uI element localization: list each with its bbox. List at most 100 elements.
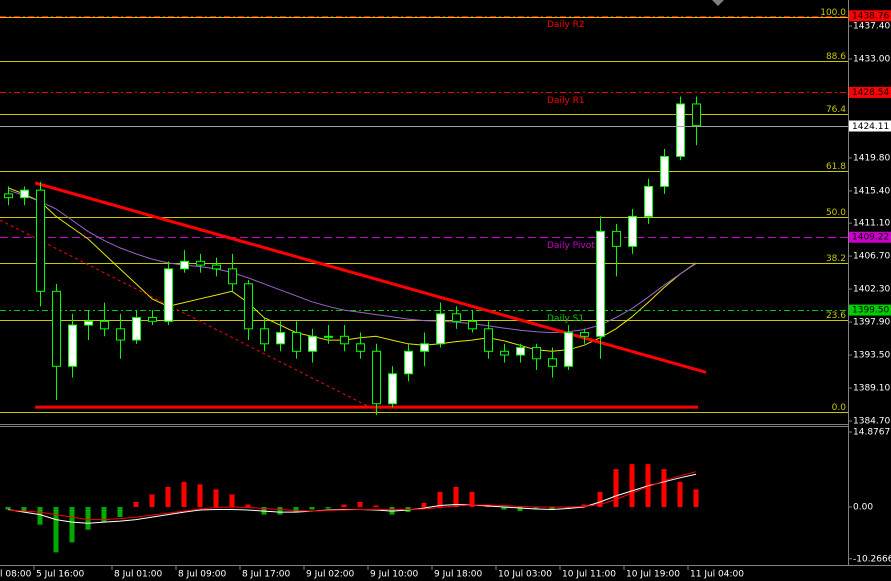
pivot-label: Daily R2: [547, 20, 585, 30]
candle-body: [228, 268, 237, 285]
fib-label: 88.6: [826, 52, 846, 62]
moving-average: [7, 187, 697, 352]
candle-body: [580, 332, 589, 337]
histogram-bar: [453, 486, 459, 508]
x-tick-label: 8 Jul 17:00: [242, 570, 291, 580]
candle-body: [596, 230, 605, 337]
x-tick-label: 9 Jul 18:00: [434, 570, 483, 580]
histogram-bar: [149, 494, 155, 508]
y-tick-label: 1402.30: [853, 285, 890, 295]
candle-body: [404, 350, 413, 375]
histogram-bar: [133, 501, 139, 508]
price-tag: [849, 86, 891, 98]
y-tick-label: 1419.80: [853, 153, 890, 163]
histogram-bar: [517, 507, 523, 512]
y-tick-label: 1393.50: [853, 351, 890, 361]
histogram-bar: [357, 501, 363, 508]
candle-body: [132, 317, 141, 341]
price-tag-label: 1438.76: [852, 11, 889, 21]
y-tick-label: 1397.90: [853, 318, 890, 328]
histogram-bar: [469, 491, 475, 508]
histogram-bar: [677, 481, 683, 508]
candle-body: [356, 343, 365, 352]
histogram-bar: [597, 491, 603, 508]
candle-body: [516, 347, 525, 356]
fib-label: 61.8: [826, 162, 846, 172]
histogram-bar: [421, 502, 427, 508]
histogram-bar: [341, 504, 347, 508]
pivot-label: Daily R1: [547, 96, 585, 106]
scroll-marker: [712, 0, 724, 6]
histogram-bar: [325, 507, 331, 509]
candle-body: [100, 320, 109, 330]
candle-body: [452, 313, 461, 322]
histogram-bar: [5, 507, 11, 510]
fib-label: 50.0: [826, 208, 846, 218]
candle-body: [4, 193, 13, 199]
histogram-bar: [277, 507, 283, 515]
price-tag: [849, 120, 891, 132]
price-tag-label: 1399.50: [852, 306, 889, 316]
x-tick-label: 11 Jul 04:00: [690, 570, 744, 580]
candle-body: [308, 335, 317, 352]
histogram-bar: [581, 504, 587, 508]
candle-body: [644, 185, 653, 217]
candle-body: [628, 215, 637, 247]
histogram-bar: [629, 464, 635, 508]
candle-body: [52, 290, 61, 367]
fib-label: 76.4: [826, 105, 846, 115]
x-tick-label: l 08:00: [0, 570, 32, 580]
histogram-bar: [213, 489, 219, 508]
histogram-bar: [181, 481, 187, 508]
candle-body: [676, 103, 685, 157]
candle-body: [500, 350, 509, 356]
y-tick-label: 0.00: [853, 503, 873, 513]
histogram-bar: [533, 507, 539, 509]
candle-body: [196, 260, 205, 266]
histogram-bar: [197, 484, 203, 508]
fib-label: 23.6: [826, 311, 846, 321]
histogram-bar: [661, 469, 667, 508]
histogram-bar: [85, 507, 91, 530]
y-tick-label: 1406.70: [853, 252, 890, 262]
candle-body: [484, 328, 493, 352]
price-tag: [849, 10, 891, 22]
y-tick-label: 1389.10: [853, 384, 890, 394]
histogram-bar: [69, 507, 75, 543]
y-tick-label: -10.2666: [853, 554, 891, 564]
candle-body: [276, 332, 285, 345]
pivot-label: Daily S1: [547, 314, 584, 324]
x-tick-label: 9 Jul 02:00: [306, 570, 355, 580]
candle-body: [548, 358, 557, 367]
x-tick-label: 5 Jul 16:00: [36, 570, 85, 580]
candle-body: [116, 328, 125, 341]
histogram-bar: [101, 507, 107, 523]
fib-label: 38.2: [826, 254, 846, 264]
candle-body: [564, 332, 573, 367]
candle-body: [372, 350, 381, 405]
candle-body: [244, 283, 253, 330]
x-tick-label: 9 Jul 10:00: [370, 570, 419, 580]
candle-body: [148, 317, 157, 322]
indicator-line: [7, 471, 697, 521]
candle-body: [612, 230, 621, 247]
candle-body: [436, 313, 445, 345]
candle-body: [420, 343, 429, 352]
candle-body: [468, 320, 477, 330]
price-tag-label: 1424.11: [852, 122, 889, 132]
histogram-bar: [437, 491, 443, 508]
x-tick-label: 10 Jul 03:00: [498, 570, 552, 580]
fib-label: 0.0: [832, 403, 847, 413]
histogram-bar: [53, 507, 59, 553]
y-tick-label: 1411.10: [853, 219, 890, 229]
histogram-bar: [117, 507, 123, 518]
trendline: [0, 219, 379, 412]
candle-body: [212, 264, 221, 270]
histogram-bar: [245, 504, 251, 508]
histogram-bar: [565, 507, 571, 509]
price-tag: [849, 231, 891, 243]
candle-body: [84, 320, 93, 326]
